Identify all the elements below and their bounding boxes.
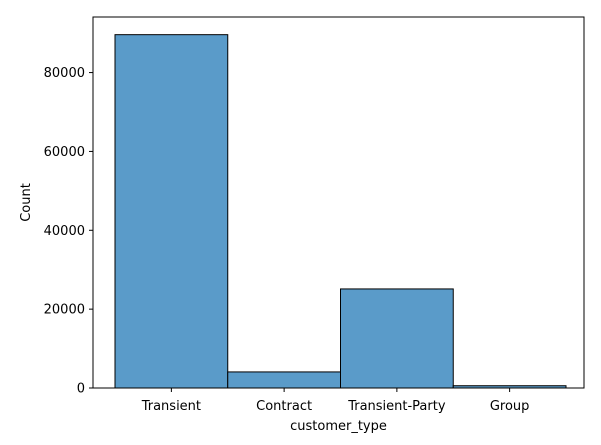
x-axis-label: customer_type	[290, 419, 387, 434]
y-tick-label: 60000	[44, 145, 85, 160]
x-tick-label: Group	[490, 399, 530, 414]
x-tick-label: Transient	[141, 399, 201, 414]
y-tick-label: 20000	[44, 303, 85, 318]
bar-transient-party	[340, 288, 454, 389]
y-axis-label: Count	[19, 183, 34, 222]
y-tick-label: 80000	[44, 66, 85, 81]
axes-frame	[92, 16, 585, 389]
x-axis-ticks: Transient Contract Transient-Party Group	[141, 388, 530, 414]
bar-transient	[114, 34, 229, 389]
x-tick-label: Contract	[256, 399, 312, 414]
x-tick-label: Transient-Party	[347, 399, 446, 414]
bar-contract	[227, 371, 341, 389]
y-tick-label: 0	[77, 382, 85, 397]
bars-layer	[114, 34, 567, 389]
y-tick-label: 40000	[44, 224, 85, 239]
y-axis-ticks: 0 20000 40000 60000 80000	[44, 66, 93, 397]
